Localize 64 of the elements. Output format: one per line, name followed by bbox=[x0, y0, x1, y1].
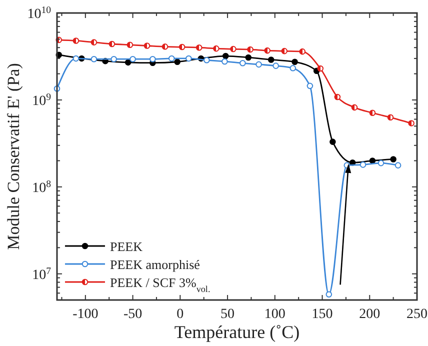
point bbox=[292, 58, 298, 66]
point bbox=[90, 56, 98, 62]
x-tick-label: -50 bbox=[123, 307, 142, 322]
point bbox=[222, 52, 229, 60]
legend-label: PEEK / SCF 3%$_{vol.}$ bbox=[110, 275, 210, 294]
point bbox=[268, 56, 274, 63]
point bbox=[390, 156, 396, 162]
point bbox=[178, 44, 186, 50]
point bbox=[369, 158, 376, 164]
point bbox=[230, 46, 236, 52]
point bbox=[108, 40, 116, 48]
point bbox=[72, 55, 80, 62]
point bbox=[124, 59, 132, 66]
point bbox=[317, 65, 324, 72]
point bbox=[369, 110, 376, 116]
y-tick-label: 10$^{9}$ bbox=[32, 91, 52, 109]
y-tick-label: 10$^{7}$ bbox=[32, 265, 52, 283]
point bbox=[360, 162, 366, 168]
point bbox=[174, 58, 180, 66]
point bbox=[162, 44, 168, 50]
point bbox=[256, 61, 262, 68]
point bbox=[126, 42, 134, 48]
y-tick-label: 10$^{10}$ bbox=[27, 4, 52, 22]
point bbox=[90, 39, 98, 46]
point bbox=[394, 162, 402, 168]
point bbox=[150, 56, 156, 62]
point bbox=[247, 46, 254, 53]
point bbox=[299, 48, 306, 55]
point bbox=[213, 45, 220, 52]
point bbox=[290, 65, 296, 72]
point bbox=[186, 55, 192, 62]
point bbox=[351, 104, 358, 111]
legend-label: PEEK bbox=[110, 239, 144, 254]
point bbox=[144, 42, 150, 49]
point bbox=[240, 60, 246, 66]
point bbox=[334, 94, 341, 100]
point bbox=[245, 54, 252, 61]
x-tick-label: 250 bbox=[406, 307, 428, 322]
x-tick-label: 100 bbox=[264, 307, 286, 322]
x-tick-label: 200 bbox=[359, 307, 380, 322]
x-tick-label: 0 bbox=[176, 307, 184, 322]
x-tick-label: -100 bbox=[72, 307, 98, 322]
x-tick-label: 50 bbox=[220, 307, 235, 322]
point bbox=[387, 114, 394, 121]
point bbox=[281, 48, 288, 54]
x-axis-title: Température (˚C) bbox=[174, 322, 300, 342]
point bbox=[168, 55, 175, 62]
y-axis-title: Module Conservatif E' (Pa) bbox=[4, 63, 23, 250]
x-tick-label: 150 bbox=[312, 307, 333, 322]
point bbox=[196, 44, 202, 51]
point bbox=[222, 58, 228, 65]
point bbox=[272, 62, 279, 69]
point bbox=[264, 47, 270, 54]
legend-label: PEEK amorphisé bbox=[110, 257, 200, 272]
point bbox=[326, 291, 332, 298]
point bbox=[130, 56, 136, 62]
point bbox=[408, 120, 414, 126]
point bbox=[204, 56, 210, 64]
point bbox=[110, 56, 117, 62]
point bbox=[72, 38, 80, 44]
point bbox=[306, 82, 314, 90]
point bbox=[378, 160, 384, 166]
y-tick-label: 10$^{8}$ bbox=[32, 178, 52, 196]
point bbox=[330, 138, 336, 145]
